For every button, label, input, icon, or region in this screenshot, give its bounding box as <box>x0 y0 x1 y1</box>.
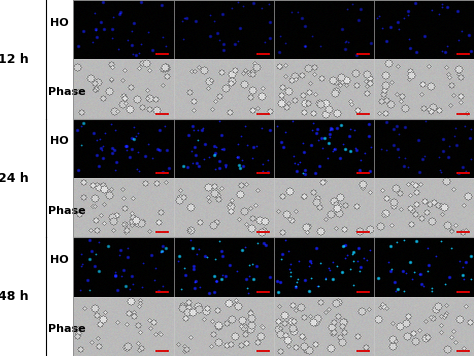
Text: HO: HO <box>50 255 69 265</box>
Text: 24 h: 24 h <box>0 172 28 184</box>
Text: Phase: Phase <box>48 87 85 97</box>
Text: HO: HO <box>50 136 69 146</box>
Text: Phase: Phase <box>48 206 85 216</box>
Text: HO: HO <box>50 17 69 27</box>
Text: 12 h: 12 h <box>0 53 28 66</box>
Text: Phase: Phase <box>48 324 85 334</box>
Text: 48 h: 48 h <box>0 290 28 303</box>
